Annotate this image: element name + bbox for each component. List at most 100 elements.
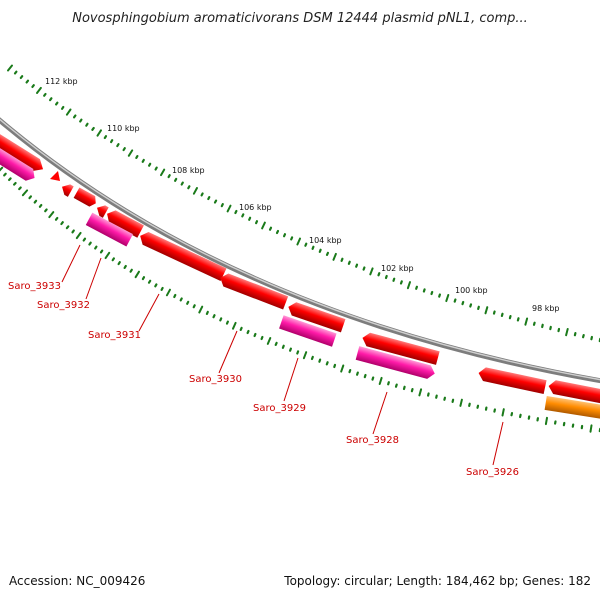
gene-label-saro-3931[interactable]: Saro_3931 bbox=[88, 330, 141, 341]
minor-tick bbox=[275, 229, 280, 235]
gene-arrow[interactable] bbox=[355, 346, 437, 380]
gene-arrow[interactable] bbox=[85, 212, 133, 247]
minor-tick bbox=[573, 332, 577, 337]
major-tick bbox=[544, 416, 548, 426]
minor-tick bbox=[469, 303, 473, 308]
major-tick bbox=[332, 252, 337, 261]
minor-tick bbox=[225, 320, 229, 325]
major-tick bbox=[75, 231, 82, 240]
minor-tick bbox=[123, 264, 127, 269]
gene-arrow[interactable] bbox=[0, 144, 38, 183]
gene-arrow[interactable] bbox=[477, 366, 547, 394]
minor-tick bbox=[399, 280, 403, 285]
minor-tick bbox=[384, 274, 388, 280]
minor-tick bbox=[248, 216, 252, 221]
minor-tick bbox=[13, 181, 17, 186]
gene-label-saro-3928[interactable]: Saro_3928 bbox=[346, 435, 399, 446]
minor-tick bbox=[347, 260, 351, 265]
major-tick bbox=[48, 211, 55, 219]
minor-tick bbox=[310, 355, 314, 361]
minor-tick bbox=[394, 383, 398, 388]
minor-tick bbox=[28, 195, 32, 200]
minor-tick bbox=[48, 97, 53, 102]
minor-tick bbox=[180, 181, 184, 186]
gene-arrow[interactable] bbox=[104, 208, 144, 238]
minor-tick bbox=[71, 229, 75, 234]
major-tick bbox=[524, 317, 529, 326]
minor-tick bbox=[60, 105, 65, 110]
gene-label-saro-3932[interactable]: Saro_3932 bbox=[37, 300, 90, 311]
minor-tick bbox=[99, 249, 104, 254]
minor-tick bbox=[362, 266, 366, 271]
minor-tick bbox=[192, 304, 196, 309]
gene-label-saro-3930[interactable]: Saro_3930 bbox=[189, 374, 242, 385]
minor-tick bbox=[65, 225, 70, 230]
major-tick bbox=[226, 204, 232, 213]
minor-tick bbox=[510, 412, 514, 417]
minor-tick bbox=[207, 196, 211, 201]
gene-arrow[interactable] bbox=[0, 130, 47, 175]
minor-tick bbox=[147, 279, 152, 284]
minor-tick bbox=[160, 286, 164, 291]
minor-tick bbox=[31, 84, 35, 89]
minor-tick bbox=[318, 248, 322, 253]
minor-tick bbox=[518, 413, 522, 419]
forward-strand-genes bbox=[0, 130, 600, 407]
minor-tick bbox=[19, 75, 24, 80]
minor-tick bbox=[246, 329, 250, 335]
scale-label-106: 106 kbp bbox=[239, 203, 272, 212]
minor-tick bbox=[402, 385, 406, 391]
minor-tick bbox=[325, 251, 329, 256]
kbp-scale-labels: 112 kbp 110 kbp 108 kbp 106 kbp 104 kbp … bbox=[45, 77, 560, 313]
major-tick bbox=[65, 108, 72, 116]
minor-tick bbox=[438, 293, 441, 298]
minor-tick bbox=[91, 126, 95, 131]
major-tick bbox=[160, 168, 166, 177]
minor-tick bbox=[154, 283, 158, 288]
gene-arrow[interactable] bbox=[218, 271, 289, 310]
minor-tick bbox=[340, 257, 344, 262]
minor-tick bbox=[141, 276, 146, 281]
minor-tick bbox=[508, 315, 512, 320]
minor-tick bbox=[54, 101, 59, 106]
gene-label-saro-3926[interactable]: Saro_3926 bbox=[466, 467, 519, 478]
minor-tick bbox=[427, 392, 430, 397]
minor-tick bbox=[476, 404, 480, 409]
major-tick bbox=[232, 321, 237, 330]
outer-scale-ring bbox=[7, 64, 600, 343]
minor-tick bbox=[187, 185, 191, 190]
minor-tick bbox=[3, 172, 7, 177]
gene-arrow[interactable] bbox=[361, 331, 440, 365]
topology-summary: Topology: circular; Length: 184,462 bp; … bbox=[283, 574, 591, 588]
gene-arrow[interactable] bbox=[286, 300, 346, 333]
major-tick bbox=[198, 305, 204, 314]
major-tick bbox=[96, 129, 102, 137]
minor-tick bbox=[255, 220, 259, 225]
minor-tick bbox=[557, 327, 561, 333]
major-tick bbox=[192, 187, 198, 195]
gene-arrow[interactable] bbox=[547, 379, 600, 407]
gene-arrow[interactable] bbox=[279, 315, 337, 347]
major-tick bbox=[589, 424, 593, 433]
minor-tick bbox=[500, 312, 504, 317]
scale-label-110: 110 kbp bbox=[107, 124, 140, 133]
minor-tick bbox=[173, 293, 177, 299]
gene-arrow[interactable] bbox=[73, 187, 99, 208]
gene-arrow[interactable] bbox=[137, 229, 227, 282]
gene-label-saro-3929[interactable]: Saro_3929 bbox=[253, 403, 306, 414]
minor-tick bbox=[167, 174, 171, 179]
gene-arrow[interactable] bbox=[59, 182, 74, 197]
minor-tick bbox=[333, 363, 337, 369]
gene-arrow[interactable] bbox=[94, 203, 109, 218]
accession-text: Accession: NC_009426 bbox=[9, 574, 145, 588]
scale-label-100: 100 kbp bbox=[455, 286, 488, 295]
minor-tick bbox=[581, 334, 585, 339]
minor-tick bbox=[304, 242, 308, 247]
gene-arrow[interactable] bbox=[50, 171, 60, 181]
major-tick bbox=[134, 270, 140, 279]
gene-arrow[interactable] bbox=[544, 396, 600, 421]
major-tick bbox=[340, 364, 345, 373]
minor-tick bbox=[8, 177, 12, 182]
gene-label-saro-3933[interactable]: Saro_3933 bbox=[8, 281, 61, 292]
minor-tick bbox=[213, 199, 218, 204]
